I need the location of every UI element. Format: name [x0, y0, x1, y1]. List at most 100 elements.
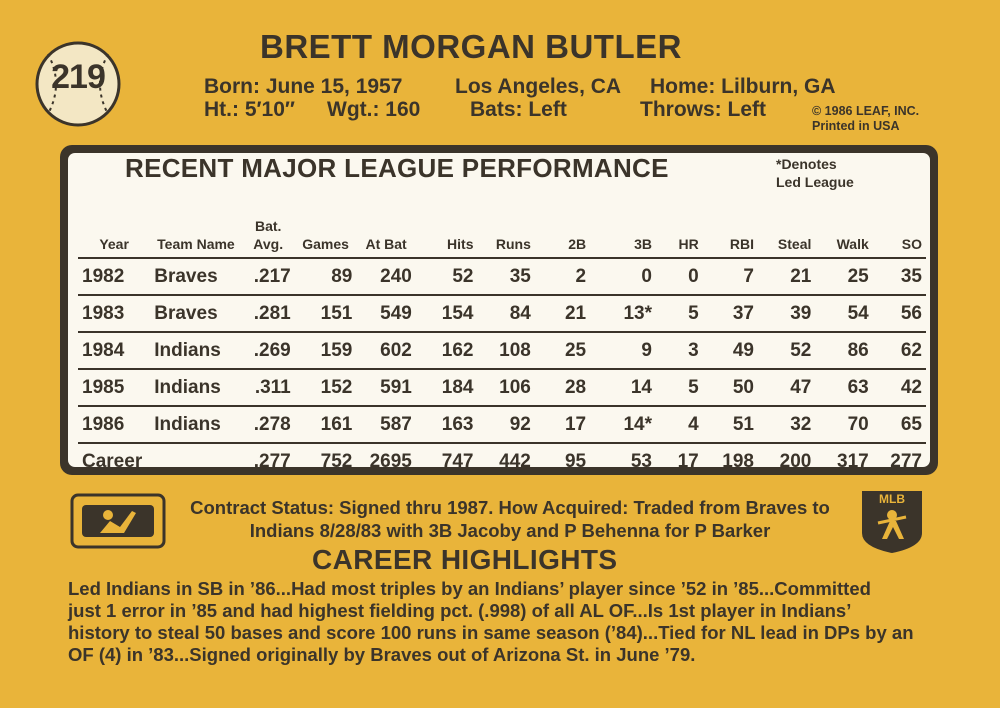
- table-cell: 151: [294, 294, 357, 332]
- table-cell: 50: [702, 368, 758, 406]
- printed-in: Printed in USA: [812, 119, 900, 133]
- table-cell: 752: [294, 442, 357, 479]
- table-cell: 2: [534, 257, 591, 295]
- mlbpa-logo-text: MLB: [879, 492, 905, 506]
- table-row: 1983 Braves .281 151 549 154 84 21 13* 5 37 39 54 56: [78, 294, 926, 332]
- table-row: Career .277 752 2695 747 442 95 53 17 198 200 317 27…: [78, 442, 926, 479]
- table-cell: 35: [872, 257, 926, 295]
- header-walk: Walk: [836, 236, 869, 252]
- throws: Throws: Left: [640, 98, 766, 121]
- table-cell: 70: [815, 405, 873, 443]
- header-so: SO: [901, 236, 922, 252]
- table-cell: 240: [356, 257, 416, 295]
- table-cell: 62: [872, 331, 926, 369]
- table-cell: 39: [758, 294, 816, 332]
- header-runs: Runs: [495, 236, 531, 252]
- table-cell: 95: [534, 442, 591, 479]
- table-cell: 602: [356, 331, 416, 369]
- table-cell: Braves: [150, 294, 242, 332]
- birth-date: Born: June 15, 1957: [204, 75, 403, 98]
- contract-status: Contract Status: Signed thru 1987. How A…: [190, 497, 830, 541]
- table-cell: Indians: [150, 405, 242, 443]
- weight: Wgt.: 160: [327, 98, 421, 121]
- mlb-licensed-logo: [70, 493, 166, 549]
- table-cell: 89: [294, 257, 357, 295]
- table-cell: 9: [590, 331, 656, 369]
- table-cell: 184: [415, 368, 478, 406]
- table-cell: 1986: [78, 405, 151, 443]
- stats-body: 1982 Braves .217 89 240 52 35 2 0 0 7 21 25 35 1983 Bra…: [78, 257, 926, 479]
- header-avg: Bat. Avg.: [253, 218, 284, 252]
- table-cell: 49: [702, 331, 758, 369]
- table-cell: 17: [534, 405, 591, 443]
- table-cell: 84: [477, 294, 535, 332]
- table-cell: .217: [241, 257, 295, 295]
- table-cell: 277: [872, 442, 926, 479]
- header-hits: Hits: [447, 236, 474, 252]
- stats-table: Year Team Name Bat. Avg. Games At Bat Hi…: [78, 205, 926, 479]
- table-cell: 106: [477, 368, 535, 406]
- table-cell: 52: [758, 331, 816, 369]
- table-cell: 52: [415, 257, 478, 295]
- table-row: 1986 Indians .278 161 587 163 92 17 14* 4 51 32 70 65: [78, 405, 926, 443]
- table-cell: 5: [656, 368, 703, 406]
- table-cell: 92: [477, 405, 535, 443]
- table-cell: 51: [702, 405, 758, 443]
- table-cell: Braves: [150, 257, 242, 295]
- table-cell: [150, 442, 242, 479]
- table-cell: .281: [241, 294, 295, 332]
- height: Ht.: 5′10″: [204, 98, 295, 121]
- table-row: 1985 Indians .311 152 591 184 106 28 14 5 50 47 63 42: [78, 368, 926, 406]
- table-row: 1982 Braves .217 89 240 52 35 2 0 0 7 21 25 35: [78, 257, 926, 295]
- header-at-bat: At Bat: [365, 236, 407, 252]
- table-cell: 7: [702, 257, 758, 295]
- table-cell: 32: [758, 405, 816, 443]
- table-cell: 25: [815, 257, 873, 295]
- table-cell: 442: [477, 442, 535, 479]
- denotes-note: *Denotes: [776, 156, 837, 172]
- table-cell: 65: [872, 405, 926, 443]
- table-cell: .278: [241, 405, 295, 443]
- table-cell: Indians: [150, 331, 242, 369]
- baseball-icon: [35, 41, 121, 127]
- player-name: BRETT MORGAN BUTLER: [260, 28, 682, 65]
- career-highlights-text: Led Indians in SB in ’86...Had most trip…: [68, 578, 914, 665]
- home-town: Home: Lilburn, GA: [650, 75, 836, 98]
- career-highlights-title: CAREER HIGHLIGHTS: [312, 544, 618, 575]
- header-hr: HR: [678, 236, 699, 252]
- table-cell: 28: [534, 368, 591, 406]
- table-cell: 154: [415, 294, 478, 332]
- table-row: 1984 Indians .269 159 602 162 108 25 9 3 49 52 86 62: [78, 331, 926, 369]
- copyright: © 1986 LEAF, INC.: [812, 104, 920, 118]
- table-cell: Indians: [150, 368, 242, 406]
- table-cell: 47: [758, 368, 816, 406]
- table-cell: 549: [356, 294, 416, 332]
- table-cell: 317: [815, 442, 873, 479]
- table-cell: 14*: [590, 405, 656, 443]
- table-cell: 747: [415, 442, 478, 479]
- table-cell: 3: [656, 331, 703, 369]
- table-cell: 200: [758, 442, 816, 479]
- table-cell: 86: [815, 331, 873, 369]
- table-cell: 163: [415, 405, 478, 443]
- table-cell: 198: [702, 442, 758, 479]
- table-cell: 21: [534, 294, 591, 332]
- led-league-note: Led League: [776, 174, 854, 190]
- table-cell: 5: [656, 294, 703, 332]
- header-rbi: RBI: [729, 236, 754, 252]
- table-cell: 13*: [590, 294, 656, 332]
- table-cell: 1982: [78, 257, 151, 295]
- header-2b: 2B: [568, 236, 587, 252]
- stats-header-row: Year Team Name Bat. Avg. Games At Bat Hi…: [78, 205, 926, 258]
- table-cell: 54: [815, 294, 873, 332]
- header-year: Year: [99, 236, 129, 252]
- table-cell: .269: [241, 331, 295, 369]
- header-team: Team Name: [157, 236, 235, 252]
- birthplace: Los Angeles, CA: [455, 75, 622, 98]
- table-cell: 63: [815, 368, 873, 406]
- table-cell: .311: [241, 368, 295, 406]
- table-cell: 1983: [78, 294, 151, 332]
- header-steal: Steal: [777, 236, 812, 252]
- table-cell: 25: [534, 331, 591, 369]
